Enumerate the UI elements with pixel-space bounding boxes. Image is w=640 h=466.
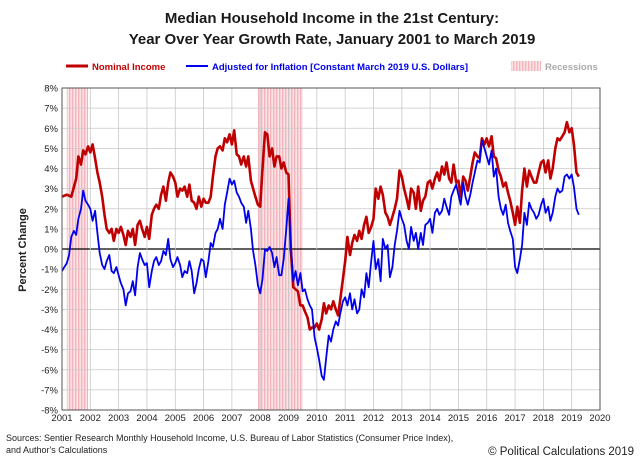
series-line-real	[61, 139, 580, 381]
x-tick-label: 2012	[363, 413, 384, 424]
y-tick-label: -2%	[41, 285, 58, 296]
y-tick-label: 1%	[44, 224, 58, 235]
x-tick-label: 2011	[335, 413, 355, 424]
x-tick-label: 2002	[80, 413, 101, 424]
x-tick-label: 2010	[306, 413, 327, 424]
y-axis-ticks: -8% -7% -6% -5% -4% -3% -2% -1% 0% 1% 2% 3% 4% 5% 6% 7%…	[41, 84, 58, 417]
x-tick-label: 2009	[278, 413, 299, 424]
series-line-nominal	[61, 120, 580, 331]
x-tick-label: 2019	[561, 413, 582, 424]
x-tick-label: 2020	[589, 413, 610, 424]
y-tick-label: 7%	[44, 104, 58, 115]
y-tick-label: -6%	[41, 365, 58, 376]
y-tick-label: 0%	[44, 245, 58, 256]
legend: Nominal Income Adjusted for Inflation [C…	[66, 61, 598, 73]
x-tick-label: 2005	[165, 413, 186, 424]
legend-swatch-recession	[511, 61, 541, 71]
x-tick-label: 2006	[193, 413, 214, 424]
x-tick-label: 2008	[250, 413, 271, 424]
x-axis-ticks: 2001 2002 2003 2004 2005 2006 2007 2008 2009 2010…	[51, 413, 610, 424]
x-tick-label: 2017	[504, 413, 525, 424]
series-lines	[61, 120, 580, 381]
sources-line-2: and Author's Calculations	[6, 445, 108, 455]
x-tick-label: 2015	[448, 413, 469, 424]
y-tick-label: 6%	[44, 124, 58, 135]
x-tick-label: 2013	[391, 413, 412, 424]
y-tick-label: -1%	[41, 265, 58, 276]
y-tick-label: -8%	[41, 406, 58, 417]
sources-line-1: Sources: Sentier Research Monthly Househ…	[6, 433, 453, 443]
y-tick-label: 5%	[44, 144, 58, 155]
y-tick-label: 8%	[44, 84, 58, 95]
y-tick-label: 3%	[44, 184, 58, 195]
legend-label-nominal: Nominal Income	[92, 62, 165, 73]
y-tick-label: -5%	[41, 345, 58, 356]
y-tick-label: -3%	[41, 305, 58, 316]
chart-title-line-1: Median Household Income in the 21st Cent…	[165, 10, 499, 27]
x-tick-label: 2014	[420, 413, 441, 424]
y-tick-label: 2%	[44, 204, 58, 215]
y-tick-label: -7%	[41, 385, 58, 396]
y-tick-label: 4%	[44, 164, 58, 175]
x-tick-label: 2016	[476, 413, 497, 424]
x-tick-label: 2001	[51, 413, 72, 424]
legend-label-recession: Recessions	[545, 62, 598, 73]
gridlines	[61, 87, 601, 411]
x-tick-label: 2004	[136, 413, 157, 424]
plot-frame	[61, 87, 601, 411]
chart-title-line-2: Year Over Year Growth Rate, January 2001…	[129, 31, 536, 48]
legend-label-real: Adjusted for Inflation [Constant March 2…	[212, 62, 468, 73]
y-axis-label: Percent Change	[17, 208, 29, 292]
y-tick-label: -4%	[41, 325, 58, 336]
x-tick-label: 2018	[533, 413, 554, 424]
x-tick-label: 2007	[221, 413, 242, 424]
x-tick-label: 2003	[108, 413, 129, 424]
credit: © Political Calculations 2019	[488, 446, 634, 458]
